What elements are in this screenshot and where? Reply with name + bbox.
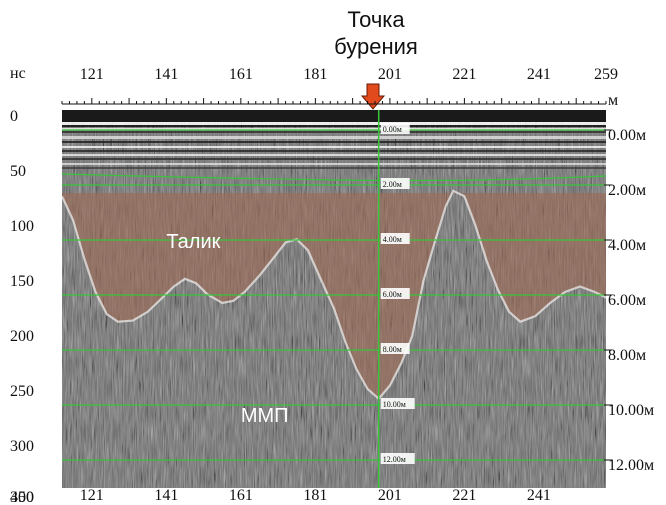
reflection-stripe <box>62 131 606 133</box>
chart-title-line-1: Точка <box>347 7 405 32</box>
x-tick-label-top: 241 <box>527 66 551 83</box>
y-tick-label: 150 <box>10 273 34 290</box>
reflection-stripe <box>62 146 606 148</box>
depth-label-bg <box>380 178 410 189</box>
borehole-depth-label: 12.00м <box>383 455 406 464</box>
x-tick-label-top: 141 <box>154 66 178 83</box>
reflection-stripe <box>62 154 606 156</box>
x-tick-label-top: 221 <box>452 66 476 83</box>
depth-gridlines <box>62 129 606 461</box>
y-unit-label: нс <box>10 65 26 82</box>
x-tick-label-top: 259 <box>594 66 618 83</box>
x-tick-label-bottom: 181 <box>303 487 327 504</box>
y-tick-label: 0 <box>10 108 18 125</box>
surface-reflections <box>62 110 606 169</box>
depth-label-bg <box>380 288 410 299</box>
reflection-stripe <box>62 125 606 127</box>
right-depth-label: 12.00м <box>608 457 654 474</box>
right-depth-label: 10.00м <box>608 402 654 419</box>
reflection-stripe <box>62 150 606 152</box>
reflection-stripe <box>62 136 606 139</box>
x-tick-label-top: 161 <box>229 66 253 83</box>
reflection-stripe <box>62 128 606 130</box>
y-tick-label: 250 <box>10 383 34 400</box>
reflection-stripe <box>62 122 606 125</box>
y-tick-label: 100 <box>10 218 34 235</box>
borehole-depth-label: 8.00м <box>383 345 402 354</box>
x-tick-label-bottom: 121 <box>80 487 104 504</box>
talik-zone-label: Талик <box>166 231 220 253</box>
y-tick-label: 350 <box>10 489 34 505</box>
y-tick-label: 50 <box>10 163 26 180</box>
x-tick-label-bottom: 201 <box>378 487 402 504</box>
x-tick-label-bottom: 141 <box>154 487 178 504</box>
depth-label-bg <box>380 233 410 244</box>
borehole-depth-label: 10.00м <box>383 400 406 409</box>
x-tick-label-bottom: 161 <box>229 487 253 504</box>
y-tick-label: 400 <box>10 489 34 505</box>
talik-boundary <box>62 189 606 401</box>
borehole-arrow-icon <box>360 83 386 110</box>
borehole-depth-label: 0.00м <box>383 125 402 134</box>
depth-label-bg <box>380 123 410 134</box>
x-tick-label-top: 181 <box>303 66 327 83</box>
x-unit-label: м <box>608 92 618 109</box>
reflection-stripe <box>62 158 606 160</box>
borehole-depth-label: 6.00м <box>383 290 402 299</box>
reflection-stripe <box>62 167 606 169</box>
x-tick-label-bottom: 221 <box>452 487 476 504</box>
reflection-stripe <box>62 141 606 143</box>
reflection-stripe <box>62 163 606 165</box>
right-depth-label: 0.00м <box>608 127 646 144</box>
x-tick-label-top: 121 <box>80 66 104 83</box>
y-tick-label: 200 <box>10 328 34 345</box>
right-depth-label: 6.00м <box>608 292 646 309</box>
x-tick-label-top: 201 <box>378 66 402 83</box>
surface-band <box>62 110 606 122</box>
right-depth-label: 8.00м <box>608 347 646 364</box>
depth-label-bg <box>380 343 410 354</box>
chart-title-line-2: бурения <box>334 34 418 59</box>
right-depth-label: 4.00м <box>608 237 646 254</box>
borehole-depth-label: 4.00м <box>383 235 402 244</box>
depth-labels-right: 0.00м 2.00м 4.00м 6.00м 8.00м 10.00м 12.00м <box>604 127 654 474</box>
plot-area: 0.00м 2.00м 4.00м 6.00м 8.00м 10.00м 12.00м <box>62 110 606 488</box>
borehole-depth-label: 2.00м <box>383 180 402 189</box>
top-ruler <box>61 98 607 105</box>
depth-label-bg <box>380 453 415 464</box>
right-depth-label: 2.00м <box>608 182 646 199</box>
permafrost-zone-label: ММП <box>241 405 289 427</box>
x-tick-label-bottom: 241 <box>527 487 551 504</box>
ground-surface-line <box>62 173 606 182</box>
y-tick-label: 300 <box>10 438 34 455</box>
depth-label-bg <box>380 398 415 409</box>
tick-labels: 121 141 161 181 201 221 241 259 121 141 161 181 201 2… <box>10 66 618 505</box>
borehole-depth-labels: 0.00м 2.00м 4.00м 6.00м 8.00м 10.00м 12.00м <box>380 123 415 464</box>
